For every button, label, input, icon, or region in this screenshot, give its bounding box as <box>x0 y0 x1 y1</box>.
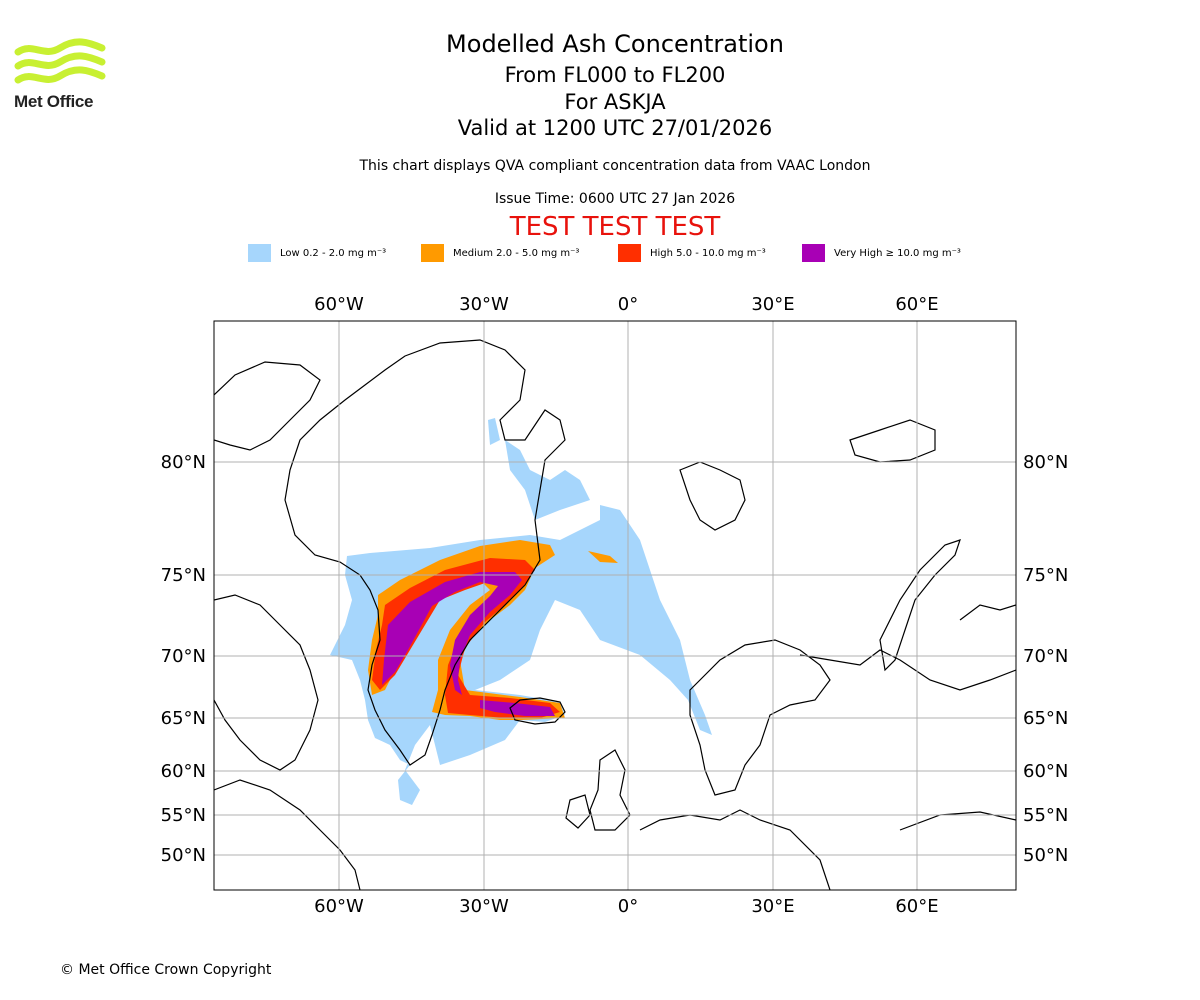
lat-tick-right-70n: 70°N <box>1023 646 1068 667</box>
valid-time: Valid at 1200 UTC 27/01/2026 <box>457 116 773 140</box>
lon-tick-top-0: 0° <box>618 294 638 315</box>
flight-levels: From FL000 to FL200 <box>504 63 726 87</box>
baffin-coast <box>214 594 319 771</box>
legend-low: Low 0.2 - 2.0 mg m⁻³ <box>248 244 386 262</box>
lat-tick-left-50n: 50°N <box>161 845 206 866</box>
legend-swatch-medium <box>421 244 444 262</box>
lon-tick-bottom-60w: 60°W <box>314 896 364 917</box>
met-office-logo-icon <box>14 38 106 84</box>
east-siberia-coast <box>899 811 1016 831</box>
lat-tick-left-75n: 75°N <box>161 565 206 586</box>
europe-coast <box>639 809 831 890</box>
legend-swatch-very-high <box>802 244 825 262</box>
lat-ticks-left: 80°N 75°N 70°N 65°N 60°N 55°N 50°N <box>161 452 206 866</box>
map-frame <box>213 320 1017 891</box>
ash-medium-speck <box>588 551 618 563</box>
copyright-notice: © Met Office Crown Copyright <box>60 962 272 978</box>
coastlines <box>214 339 1016 890</box>
legend-label-low: Low 0.2 - 2.0 mg m⁻³ <box>280 247 387 259</box>
scandinavia-coast <box>689 639 831 796</box>
chart-title: Modelled Ash Concentration <box>446 30 784 58</box>
lat-tick-right-80n: 80°N <box>1023 452 1068 473</box>
ash-very-high-iceland <box>480 700 555 716</box>
lat-tick-right-55n: 55°N <box>1023 805 1068 826</box>
lat-ticks-right: 80°N 75°N 70°N 65°N 60°N 55°N 50°N <box>1023 452 1068 866</box>
legend-label-very-high: Very High ≥ 10.0 mg m⁻³ <box>834 247 961 259</box>
lon-tick-top-30e: 30°E <box>751 294 794 315</box>
ellesmere-coast <box>214 361 321 451</box>
legend-label-medium: Medium 2.0 - 5.0 mg m⁻³ <box>453 247 580 259</box>
legend-swatch-low <box>248 244 271 262</box>
ash-low-north2 <box>488 418 500 445</box>
lon-tick-bottom-30e: 30°E <box>751 896 794 917</box>
legend-label-high: High 5.0 - 10.0 mg m⁻³ <box>650 247 766 259</box>
iceland-coast <box>509 697 566 725</box>
lon-tick-top-60w: 60°W <box>314 294 364 315</box>
ash-map: 60°W 30°W 0° 30°E 60°E 60°W 30°W 0° 30°E… <box>161 294 1069 917</box>
lon-tick-bottom-30w: 30°W <box>459 896 509 917</box>
legend-swatch-high <box>618 244 641 262</box>
greenland-coast <box>284 339 566 766</box>
lat-tick-right-60n: 60°N <box>1023 761 1068 782</box>
compliance-note: This chart displays QVA compliant concen… <box>359 158 871 174</box>
lat-tick-left-80n: 80°N <box>161 452 206 473</box>
lat-tick-left-60n: 60°N <box>161 761 206 782</box>
svalbard-coast <box>679 461 746 531</box>
ash-low-north <box>505 440 590 520</box>
franz-josef-coast <box>849 419 936 463</box>
lat-tick-right-65n: 65°N <box>1023 708 1068 729</box>
lon-tick-bottom-0: 0° <box>618 896 638 917</box>
lon-ticks-bottom: 60°W 30°W 0° 30°E 60°E <box>314 896 938 917</box>
lon-tick-top-30w: 30°W <box>459 294 509 315</box>
lon-tick-top-60e: 60°E <box>895 294 938 315</box>
test-banner: TEST TEST TEST <box>509 212 721 242</box>
logo-text: Met Office <box>14 92 94 111</box>
kara-coast <box>959 604 1016 621</box>
ash-very-high-layer <box>382 572 555 716</box>
britain-coast <box>589 749 631 831</box>
ash-very-high-plume <box>382 572 522 695</box>
lat-tick-left-65n: 65°N <box>161 708 206 729</box>
lat-tick-left-70n: 70°N <box>161 646 206 667</box>
issue-time: Issue Time: 0600 UTC 27 Jan 2026 <box>494 191 736 207</box>
lon-tick-bottom-60e: 60°E <box>895 896 938 917</box>
lat-tick-left-55n: 55°N <box>161 805 206 826</box>
legend-medium: Medium 2.0 - 5.0 mg m⁻³ <box>421 244 579 262</box>
volcano-name: For ASKJA <box>564 90 666 114</box>
russia-coast <box>799 649 1016 691</box>
labrador-coast <box>214 779 361 890</box>
lat-tick-right-50n: 50°N <box>1023 845 1068 866</box>
gridlines <box>214 321 1016 890</box>
lat-tick-right-75n: 75°N <box>1023 565 1068 586</box>
legend-high: High 5.0 - 10.0 mg m⁻³ <box>618 244 766 262</box>
legend-very-high: Very High ≥ 10.0 mg m⁻³ <box>802 244 961 262</box>
novaya-zemlya-coast <box>879 539 961 672</box>
lon-ticks-top: 60°W 30°W 0° 30°E 60°E <box>314 294 938 315</box>
ireland-coast <box>565 794 591 829</box>
